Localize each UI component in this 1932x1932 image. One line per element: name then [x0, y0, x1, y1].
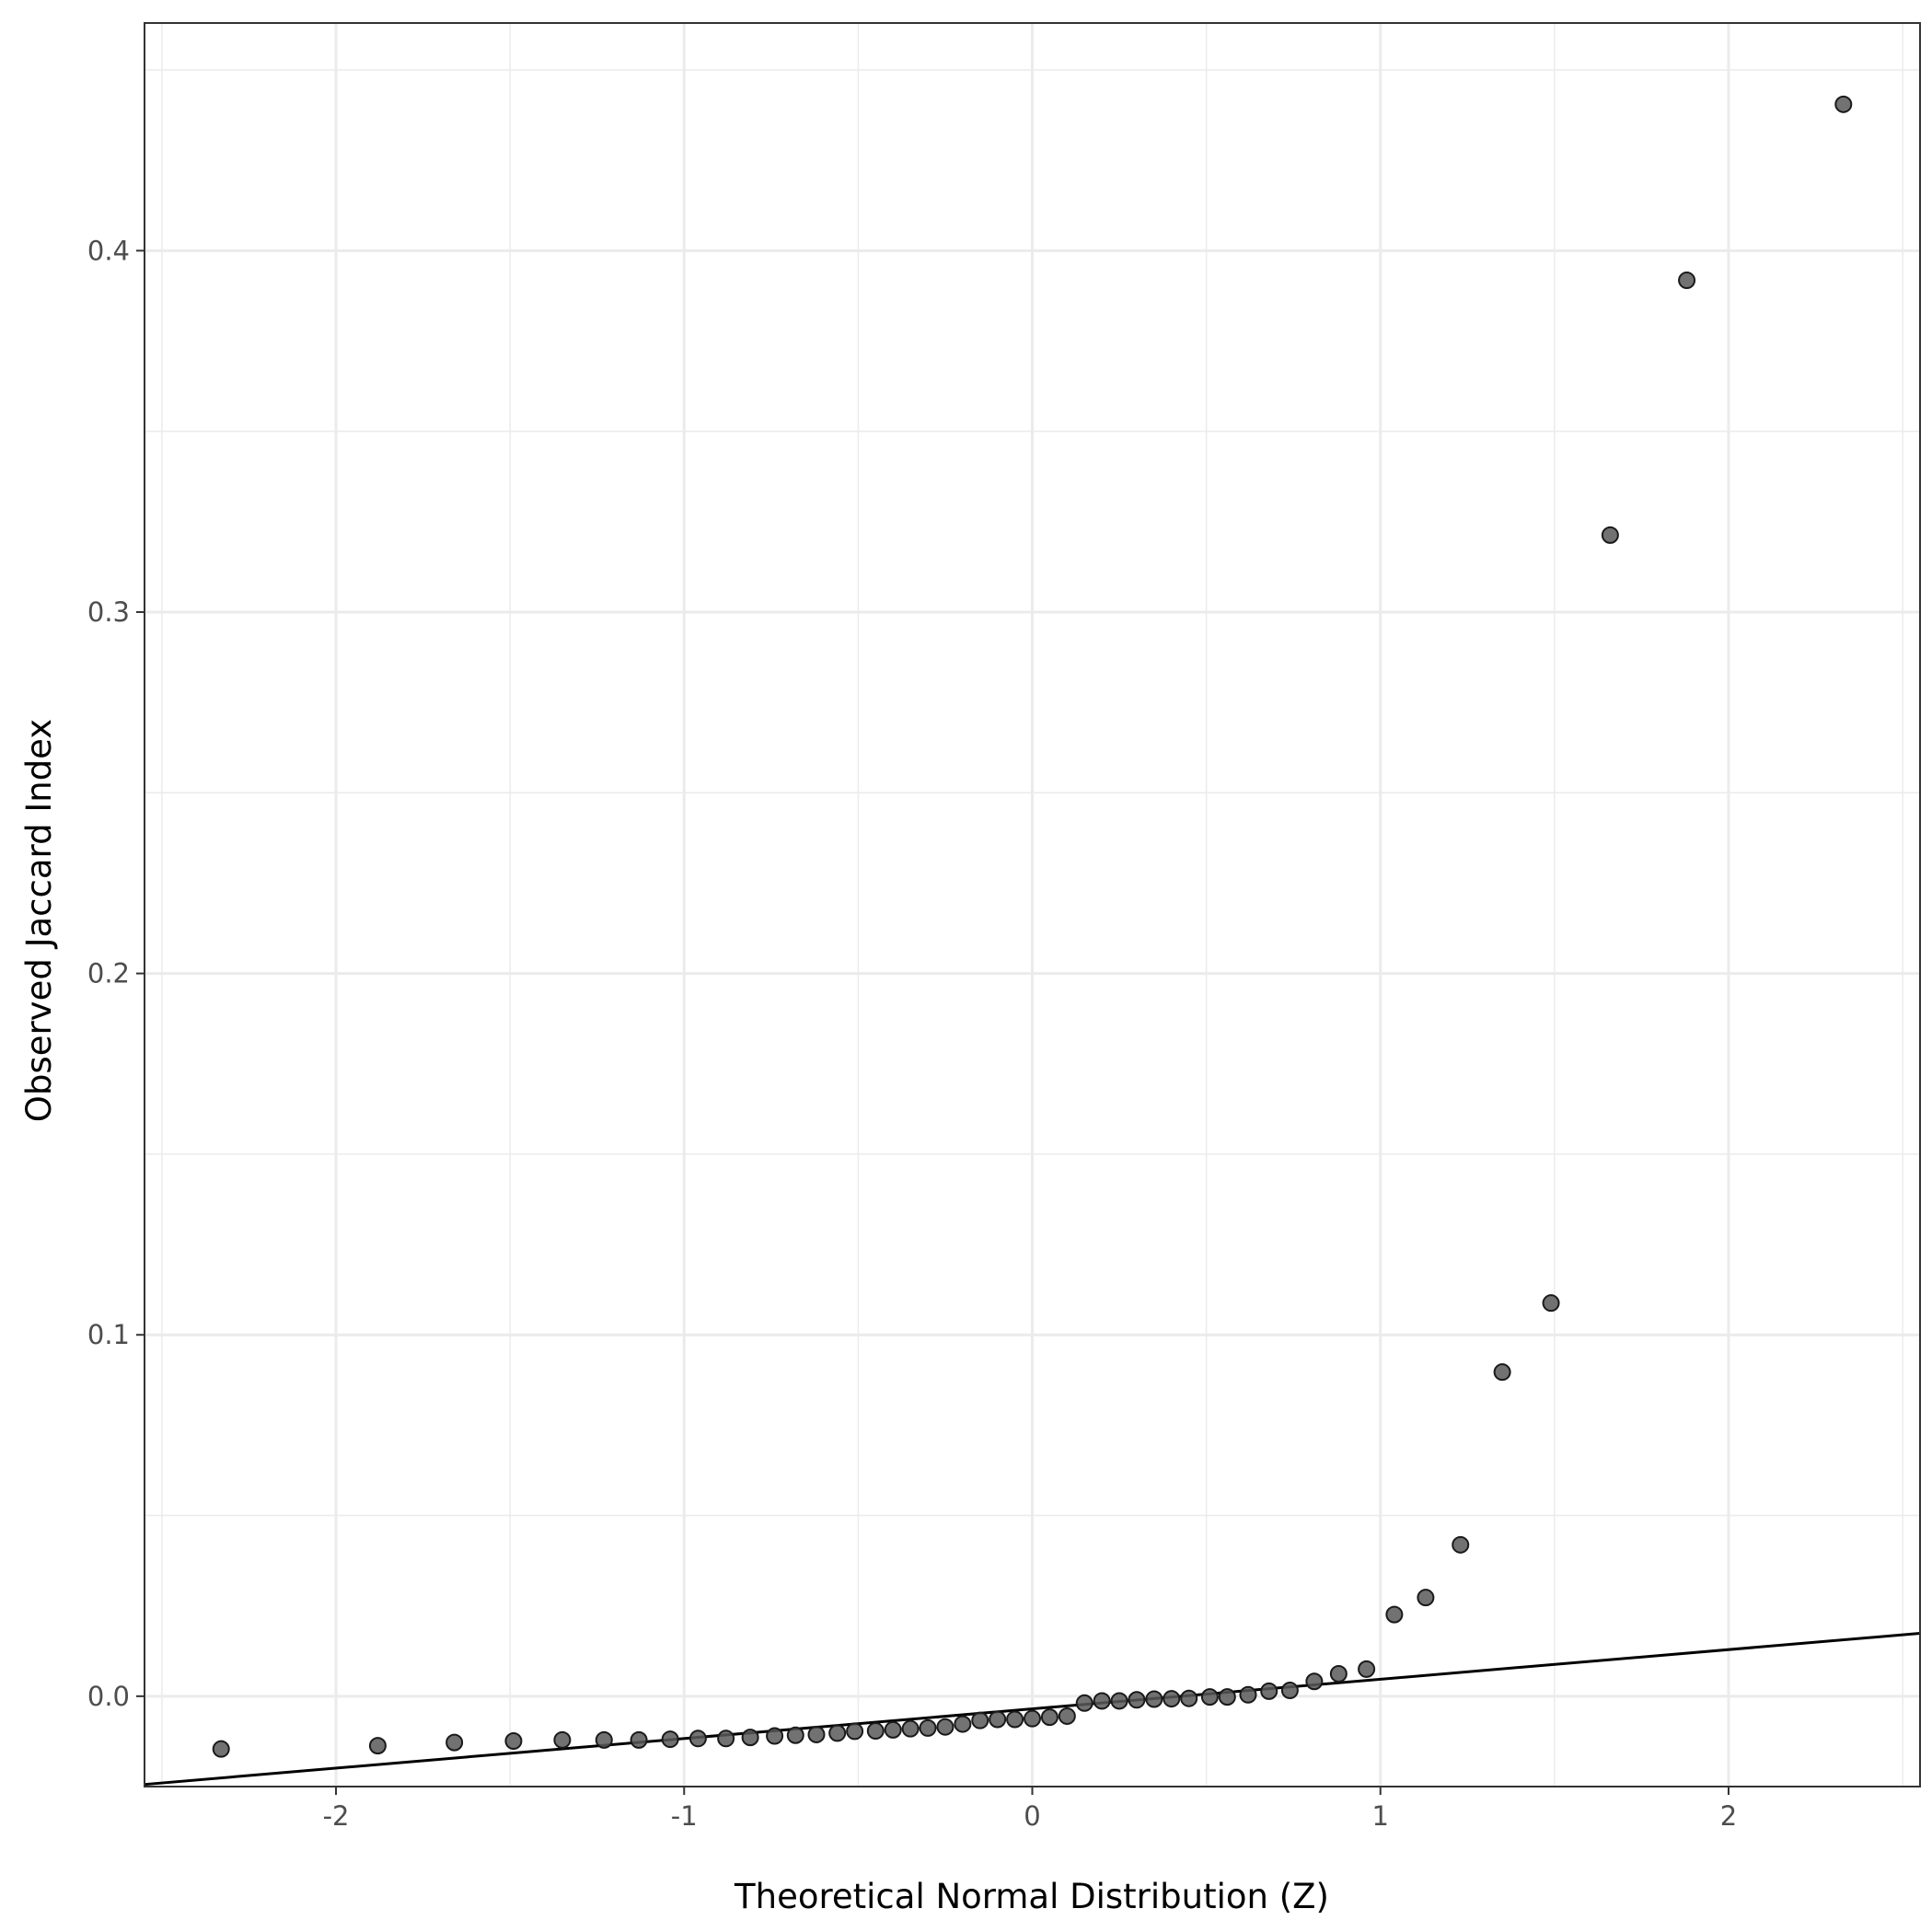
data-point — [741, 1729, 759, 1747]
y-tick-label: 0.1 — [87, 1319, 130, 1350]
data-point — [919, 1718, 937, 1737]
x-tick-label: -1 — [671, 1800, 698, 1832]
data-point — [1452, 1535, 1470, 1554]
reference-line-group — [144, 1631, 1921, 1787]
x-axis: -2 -1 0 1 2 — [323, 1787, 1737, 1832]
data-point — [807, 1725, 826, 1743]
data-point — [846, 1722, 864, 1741]
x-tick-label: 0 — [1024, 1800, 1040, 1832]
x-tick-label: 2 — [1720, 1800, 1737, 1832]
data-point — [954, 1715, 972, 1733]
data-point — [1305, 1672, 1324, 1691]
data-point — [989, 1710, 1007, 1729]
y-tick-label: 0.3 — [87, 596, 130, 628]
data-point — [504, 1732, 523, 1751]
data-point — [368, 1737, 387, 1755]
major-gridlines — [145, 23, 1920, 1787]
data-point — [212, 1740, 230, 1758]
data-point — [1834, 95, 1853, 113]
data-point — [1058, 1706, 1076, 1725]
data-point — [1385, 1605, 1404, 1624]
data-points — [212, 95, 1853, 1758]
y-tick-label: 0.4 — [87, 235, 130, 266]
data-point — [688, 1730, 707, 1748]
data-point — [936, 1718, 954, 1736]
data-point — [1006, 1710, 1024, 1729]
data-point — [595, 1730, 613, 1749]
data-point — [828, 1724, 847, 1742]
data-point — [1110, 1692, 1128, 1710]
data-point — [1417, 1589, 1435, 1607]
x-tick-label: 1 — [1372, 1800, 1389, 1832]
reference-line — [144, 1631, 1921, 1787]
x-axis-title: Theoretical Normal Distribution (Z) — [734, 1877, 1329, 1916]
data-point — [1163, 1690, 1181, 1708]
data-point — [1239, 1685, 1257, 1704]
data-point — [553, 1730, 572, 1749]
data-point — [1075, 1694, 1093, 1712]
data-point — [1218, 1688, 1236, 1706]
y-axis: 0.0 0.1 0.2 0.3 0.4 — [87, 235, 145, 1712]
data-point — [661, 1730, 679, 1749]
data-point — [1260, 1682, 1278, 1700]
data-point — [1093, 1692, 1111, 1710]
data-point — [1329, 1665, 1348, 1683]
y-tick-label: 0.2 — [87, 958, 130, 989]
data-point — [971, 1711, 989, 1730]
data-point — [717, 1730, 735, 1748]
data-point — [901, 1719, 920, 1738]
data-point — [1280, 1682, 1299, 1700]
data-point — [1678, 272, 1696, 290]
x-tick-label: -2 — [323, 1800, 350, 1832]
data-point — [866, 1722, 885, 1741]
y-axis-title: Observed Jaccard Index — [19, 719, 59, 1122]
y-tick-label: 0.0 — [87, 1681, 130, 1712]
data-point — [445, 1733, 464, 1752]
data-point — [1180, 1689, 1198, 1707]
data-point — [1040, 1708, 1059, 1727]
data-point — [1542, 1294, 1560, 1313]
data-point — [1024, 1709, 1041, 1728]
data-point — [766, 1727, 784, 1745]
data-point — [1128, 1691, 1146, 1709]
data-point — [1493, 1363, 1511, 1382]
data-point — [786, 1726, 804, 1744]
data-point — [1145, 1690, 1163, 1708]
data-point — [630, 1730, 648, 1749]
data-point — [1358, 1660, 1376, 1678]
data-point — [1601, 526, 1619, 544]
data-point — [884, 1720, 902, 1739]
data-point — [1200, 1688, 1219, 1706]
